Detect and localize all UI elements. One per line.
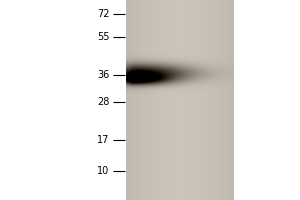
- Text: 72: 72: [97, 9, 110, 19]
- Text: 55: 55: [97, 32, 110, 42]
- Text: 10: 10: [97, 166, 110, 176]
- Text: 17: 17: [97, 135, 110, 145]
- Text: 28: 28: [97, 97, 110, 107]
- Text: 36: 36: [97, 70, 110, 80]
